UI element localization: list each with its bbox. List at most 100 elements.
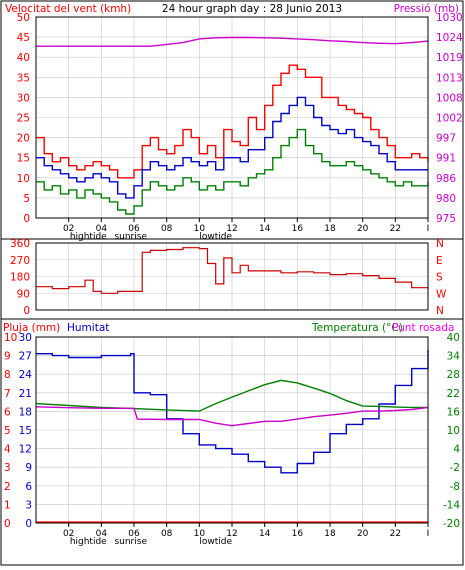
- wind-speed-tick-label: 25: [17, 113, 30, 125]
- humidity-tick-label: 3: [25, 499, 32, 511]
- wind-event-label: sunrise: [114, 232, 147, 242]
- temperature-tick-label: 4: [453, 444, 460, 456]
- humidity-x-tick-label: 18: [324, 529, 336, 539]
- pressure-tick-label: 980: [436, 193, 456, 205]
- wind-direction-line: [36, 247, 429, 294]
- pressi-mb-line: [36, 36, 429, 47]
- humidity-axis-label: Humitat: [67, 322, 109, 334]
- pressure-tick-label: 1019: [436, 52, 463, 64]
- humidity-x-tick-label: 22: [390, 529, 401, 539]
- dew-point-axis-label: Punt rosada: [392, 322, 454, 334]
- rain-tick-label: 4: [4, 444, 11, 456]
- temperature-axis-label: Temperatura (°C): [311, 322, 403, 334]
- humidity-x-tick-label: 06: [128, 529, 140, 539]
- temperature-tick-label: -14: [443, 499, 460, 511]
- wind-speed-tick-label: 30: [17, 92, 30, 104]
- temperature-tick-label: 22: [447, 388, 460, 400]
- pressure-tick-label: 1024: [436, 32, 463, 44]
- wind-x-tick-label: 20: [357, 224, 369, 234]
- humidity-event-label: hightide: [70, 537, 107, 547]
- humidity-x-tick-label: 10: [194, 529, 206, 539]
- rain-tick-label: 2: [4, 481, 11, 493]
- pressure-tick-label: 1008: [436, 92, 463, 104]
- pressure-tick-label: 986: [436, 173, 456, 185]
- temperature-tick-label: -2: [450, 462, 460, 474]
- wind-speed-tick-label: 15: [17, 153, 30, 165]
- rain-tick-label: 6: [4, 406, 11, 418]
- wind-speed-tick-label: 45: [17, 32, 30, 44]
- wind-event-label: lowtide: [199, 232, 232, 242]
- rain-tick-label: 9: [4, 351, 11, 363]
- humidity-tick-label: 21: [19, 388, 32, 400]
- humidity-tick-label: 30: [19, 332, 32, 344]
- wind-x-tick-label: 22: [390, 224, 401, 234]
- humidity-x-tick-label: 20: [357, 529, 369, 539]
- humidity-temperature-plot: 012345678910036912151821242730-20-14-8-2…: [4, 332, 460, 547]
- humidity-x-tick-label: 08: [161, 529, 173, 539]
- wind-x-tick-label: 14: [259, 224, 271, 234]
- direction-degree-tick-label: 360: [10, 238, 30, 250]
- rain-tick-label: 3: [4, 462, 11, 474]
- wind-speed-tick-label: 0: [23, 213, 30, 225]
- compass-tick-label: N: [436, 305, 444, 317]
- direction-degree-tick-label: 270: [10, 255, 30, 267]
- pressure-axis-label: Pressió (mb): [394, 3, 459, 15]
- rain-tick-label: 8: [4, 369, 11, 381]
- pressure-tick-label: 1030: [436, 12, 463, 24]
- wind-plot-frame: [35, 16, 429, 219]
- direction-degree-tick-label: 90: [17, 288, 30, 300]
- humidity-x-tick-label: 04: [96, 529, 108, 539]
- temperature-tick-label: 40: [447, 332, 460, 344]
- humidity-tick-label: 9: [25, 462, 32, 474]
- wind-x-tick-label: 06: [128, 224, 140, 234]
- humidity-tick-label: 18: [19, 406, 32, 418]
- humidity-event-label: sunrise: [114, 537, 147, 547]
- wind-speed-tick-label: 20: [17, 133, 30, 145]
- humidity-tick-label: 15: [19, 425, 32, 437]
- rain-tick-label: 0: [4, 518, 11, 530]
- pressure-tick-label: 1002: [436, 113, 463, 125]
- wind-pressure-plot: 0510152025303540455097598098699199710021…: [17, 12, 463, 242]
- punt-rosada-line: [35, 406, 429, 427]
- compass-tick-label: S: [436, 272, 443, 284]
- rain-tick-label: 1: [4, 499, 11, 511]
- temperature-tick-label: 16: [447, 406, 461, 418]
- temperature-tick-label: -8: [450, 481, 460, 493]
- humidity-tick-label: 24: [19, 369, 33, 381]
- humidity-x-tick-label: 12: [226, 529, 237, 539]
- humidity-tick-label: 27: [19, 351, 32, 363]
- wind-x-tick-label: 12: [226, 224, 237, 234]
- wind-speed-tick-label: 50: [17, 12, 30, 24]
- humidity-plot-frame: [35, 336, 429, 524]
- rain-tick-label: 7: [4, 388, 11, 400]
- wind-x-tick-label: I: [427, 224, 430, 234]
- wind-speed-tick-label: 10: [17, 173, 30, 185]
- wind-x-tick-label: 18: [324, 224, 336, 234]
- temperature-tick-label: 28: [447, 369, 460, 381]
- wind-event-label: hightide: [70, 232, 107, 242]
- humidity-tick-label: 12: [19, 444, 32, 456]
- humidity-event-label: lowtide: [199, 537, 232, 547]
- humitat-line: [36, 350, 429, 474]
- chart-title: 24 hour graph day : 28 Junio 2013: [162, 3, 342, 15]
- humidity-tick-label: 0: [25, 518, 32, 530]
- humidity-x-tick-label: I: [427, 529, 430, 539]
- wind-x-tick-label: 04: [96, 224, 108, 234]
- compass-tick-label: N: [436, 238, 444, 250]
- temperature-tick-label: 34: [447, 351, 461, 363]
- direction-degree-tick-label: 0: [23, 305, 30, 317]
- humidity-x-tick-label: 02: [63, 529, 74, 539]
- wind-x-tick-label: 10: [194, 224, 206, 234]
- wind-speed-tick-label: 40: [17, 52, 30, 64]
- rain-axis-label: Pluja (mm): [3, 322, 60, 334]
- pressure-tick-label: 991: [436, 153, 456, 165]
- temperature-tick-label: -20: [443, 518, 460, 530]
- pressure-tick-label: 997: [436, 133, 456, 145]
- pressure-tick-label: 1013: [436, 72, 463, 84]
- wind-speed-tick-label: 5: [23, 193, 30, 205]
- humidity-x-tick-label: 16: [292, 529, 304, 539]
- temperature-tick-label: 10: [447, 425, 460, 437]
- compass-tick-label: E: [436, 255, 443, 267]
